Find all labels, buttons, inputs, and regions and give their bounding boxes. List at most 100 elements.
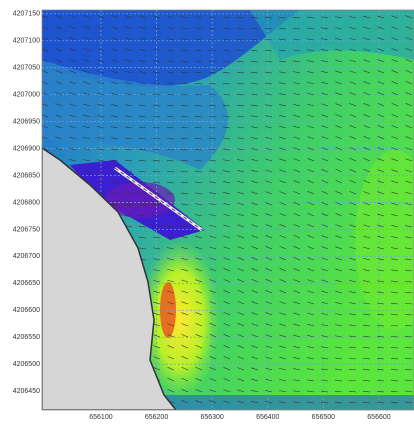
wave-arrow [209,356,217,360]
wave-arrow [405,379,413,382]
wave-arrow [321,401,329,404]
wave-arrow [69,37,77,41]
wave-arrow [321,169,329,173]
wave-arrow [181,301,189,305]
wave-arrow [251,235,259,239]
wave-arrow [251,71,259,74]
wave-arrow [153,236,161,239]
wave-arrow [237,191,245,195]
wave-arrow [363,70,371,74]
wave-arrow [139,48,147,52]
wave-arrow [237,279,245,283]
wave-arrow [167,82,175,85]
wave-arrow [293,235,301,239]
wave-arrow [391,258,399,261]
wave-arrow [167,247,175,250]
wave-arrow [209,104,217,107]
wave-arrow [377,70,385,74]
wave-arrow [363,103,371,107]
wave-arrow [125,48,133,52]
wave-arrow [125,192,133,195]
wave-arrow [209,60,217,63]
wave-arrow [363,147,371,151]
wave-arrow [195,355,203,360]
wave-arrow [307,213,315,217]
wave-arrow [181,192,189,195]
wave-arrow [181,257,189,261]
wave-arrow [181,312,189,316]
wave-arrow [335,313,343,316]
wave-arrow [265,158,273,162]
wave-arrow [237,93,245,96]
wave-arrow [181,137,189,140]
wave-arrow [391,103,399,107]
wave-arrow [167,38,175,41]
wave-arrow [251,49,259,52]
wave-arrow [223,257,231,261]
wave-arrow [363,26,371,30]
wave-arrow [111,70,119,74]
wave-arrow [265,202,273,206]
wave-arrow [111,203,119,206]
wave-arrow [391,59,399,63]
wave-arrow [223,290,231,294]
wave-arrow [391,136,399,140]
wave-arrow [265,27,273,30]
wave-arrow [405,136,413,140]
wave-arrow [223,82,231,85]
wave-arrow [321,81,329,85]
plot-area [42,10,414,410]
wave-arrow [55,125,63,129]
wave-arrow [293,223,301,228]
wave-arrow [167,60,175,63]
wave-arrow [279,279,287,283]
wave-arrow [125,82,133,85]
wave-arrow [377,335,385,338]
wave-arrow [153,49,161,52]
wave-arrow [125,59,133,63]
wave-arrow [181,290,189,294]
wave-arrow [167,192,175,195]
wave-arrow [349,48,357,52]
wave-arrow [83,137,91,140]
wave-arrow [265,323,273,327]
wave-arrow [195,126,203,129]
wave-arrow [405,225,413,228]
wave-arrow [279,235,287,239]
wave-arrow [181,71,189,74]
wave-arrow [405,269,413,272]
wave-arrow [223,49,231,52]
wave-arrow [377,269,385,272]
wave-arrow [349,16,357,19]
wave-arrow [125,93,133,96]
wave-arrow [209,49,217,52]
wave-arrow [195,334,203,338]
wave-arrow [363,15,371,19]
wave-arrow [195,38,203,41]
wave-arrow [279,345,287,349]
wave-arrow [321,368,329,371]
wave-arrow [153,290,161,294]
wave-arrow [125,137,133,140]
wave-arrow [321,324,329,327]
wave-arrow [293,279,301,283]
wave-arrow [321,335,329,338]
wave-arrow [153,82,161,85]
wave-arrow [279,60,287,63]
wave-arrow [321,147,329,151]
wave-arrow [363,357,371,360]
wave-arrow [349,379,357,382]
wave-arrow [42,37,49,41]
wave-arrow [391,202,399,206]
wave-arrow [279,191,287,195]
wave-arrow [237,82,245,85]
wave-arrow [265,180,273,184]
wave-arrow [209,400,217,404]
wave-arrow [335,103,343,107]
wave-arrow [349,59,357,63]
wave-arrow [209,38,217,41]
wave-arrow [279,125,287,129]
wave-arrow [111,48,119,52]
wave-arrow [139,236,147,239]
wave-arrow [335,324,343,327]
